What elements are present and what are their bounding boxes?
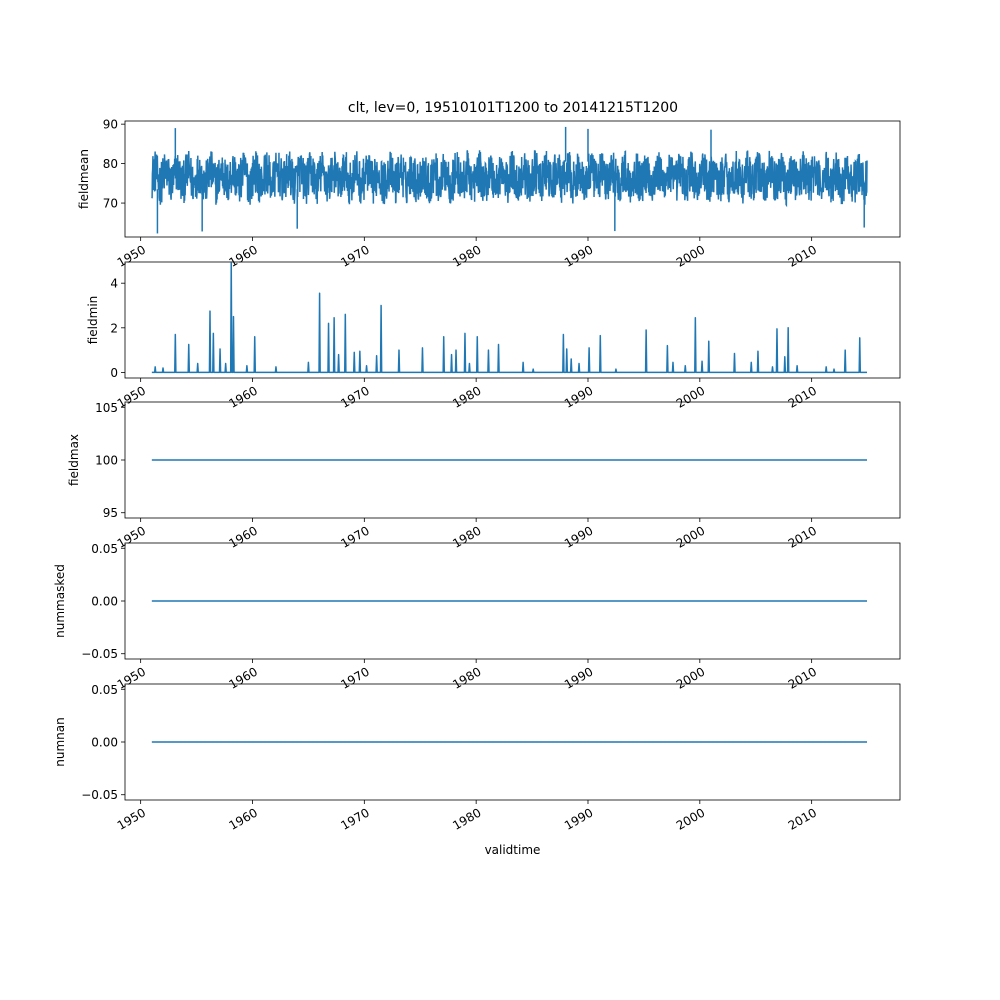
axes-frame-2	[124, 261, 901, 379]
y-tick-label-4-1: 0.00	[91, 595, 118, 609]
x-tick-label-1-0: 1950	[115, 242, 148, 269]
x-axis-label-5: validtime	[485, 843, 541, 857]
plot-area-2	[151, 262, 868, 374]
chart-title: clt, lev=0, 19510101T1200 to 20141215T12…	[348, 100, 678, 116]
x-tick-label-4-5: 2000	[674, 664, 707, 691]
panel-3: 95 100 105 1950 1960 1970 1980 1990 2000 2010 fiel…	[67, 401, 901, 551]
x-tick-label-3-6: 2010	[786, 523, 819, 550]
x-tick-label-5-6: 2010	[786, 805, 819, 832]
x-tick-label-2-4: 1990	[562, 383, 595, 410]
y-axis-label-4: nummasked	[53, 564, 67, 638]
y-tick-label-5-1: 0.00	[91, 736, 118, 750]
y-tick-label-1-1: 80	[103, 157, 118, 171]
y-axis-label-1: fieldmean	[77, 149, 91, 209]
panel-2: 0 2 4 1950 1960 1970 1980 1990 2000 2010 fieldmin	[86, 261, 901, 411]
x-tick-label-1-4: 1990	[562, 242, 595, 269]
x-tick-label-5-0: 1950	[115, 805, 148, 832]
x-tick-label-2-3: 1980	[450, 383, 483, 410]
x-tick-label-3-0: 1950	[115, 523, 148, 550]
x-tick-label-4-4: 1990	[562, 664, 595, 691]
x-tick-label-4-2: 1970	[338, 664, 371, 691]
axes-frame-1	[124, 120, 901, 238]
x-tick-label-2-2: 1970	[338, 383, 371, 410]
x-tick-label-1-2: 1970	[338, 242, 371, 269]
x-tick-label-3-1: 1960	[227, 523, 260, 550]
x-tick-label-5-1: 1960	[227, 805, 260, 832]
y-tick-label-4-0: −0.05	[81, 647, 118, 661]
x-tick-label-4-3: 1980	[450, 664, 483, 691]
y-tick-label-1-0: 70	[103, 197, 118, 211]
panel-5: −0.05 0.00 0.05 1950 1960 1970 1980 1990 2000 201…	[53, 683, 901, 857]
x-tick-label-4-1: 1960	[227, 664, 260, 691]
x-tick-label-4-6: 2010	[786, 664, 819, 691]
y-tick-label-5-2: 0.05	[91, 683, 118, 697]
y-tick-label-1-2: 90	[103, 118, 118, 132]
x-tick-label-2-5: 2000	[674, 383, 707, 410]
y-axis-label-3: fieldmax	[67, 434, 81, 486]
y-tick-label-2-0: 0	[110, 366, 118, 380]
y-axis-label-2: fieldmin	[86, 296, 100, 345]
x-tick-label-3-2: 1970	[338, 523, 371, 550]
series-line-1	[151, 150, 868, 208]
x-tick-label-1-5: 2000	[674, 242, 707, 269]
x-tick-label-3-5: 2000	[674, 523, 707, 550]
series-line-2	[151, 262, 868, 374]
x-tick-label-5-2: 1970	[338, 805, 371, 832]
y-tick-label-3-0: 95	[103, 506, 118, 520]
x-tick-label-5-5: 2000	[674, 805, 707, 832]
x-tick-label-5-4: 1990	[562, 805, 595, 832]
x-tick-label-5-3: 1980	[450, 805, 483, 832]
x-tick-label-1-3: 1980	[450, 242, 483, 269]
x-tick-label-3-3: 1980	[450, 523, 483, 550]
y-axis-label-5: numnan	[53, 717, 67, 766]
y-tick-label-2-1: 2	[110, 321, 118, 335]
y-tick-label-4-2: 0.05	[91, 542, 118, 556]
x-tick-label-2-1: 1960	[227, 383, 260, 410]
x-tick-label-4-0: 1950	[115, 664, 148, 691]
y-tick-label-3-1: 100	[95, 454, 118, 468]
y-tick-label-3-2: 105	[95, 401, 118, 415]
panel-4: −0.05 0.00 0.05 1950 1960 1970 1980 1990 2000 201…	[53, 542, 901, 692]
x-tick-label-2-0: 1950	[115, 383, 148, 410]
plot-area-1	[151, 126, 868, 234]
y-tick-label-5-0: −0.05	[81, 788, 118, 802]
x-tick-label-1-6: 2010	[786, 242, 819, 269]
y-tick-label-2-2: 4	[110, 277, 118, 291]
x-tick-label-3-4: 1990	[562, 523, 595, 550]
x-tick-label-2-6: 2010	[786, 383, 819, 410]
